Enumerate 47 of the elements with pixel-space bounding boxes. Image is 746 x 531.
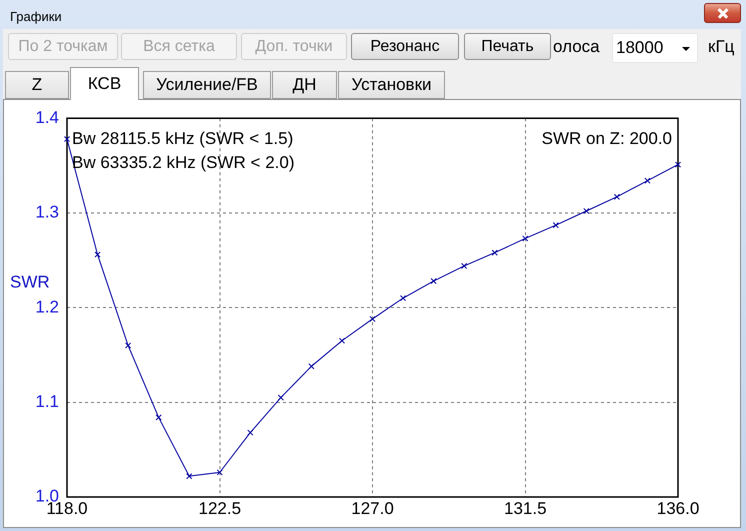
button: Резонанс: [351, 33, 459, 60]
chart-title: Графики: [10, 9, 62, 24]
point: [125, 342, 132, 349]
point: [156, 414, 162, 420]
point: [278, 394, 284, 401]
point: [430, 278, 437, 284]
point: [216, 469, 223, 476]
tab: ДН: [272, 71, 337, 99]
point: [94, 252, 101, 258]
text: олоса: [553, 36, 601, 58]
point: [369, 316, 376, 322]
point: [552, 222, 559, 228]
point: [247, 430, 254, 436]
x-tick-label: 136.0: [656, 498, 700, 518]
tab: Установки: [338, 71, 445, 99]
tab: КСВ: [70, 67, 139, 100]
tab: Z: [5, 71, 69, 99]
x-tick-label: 131.5: [504, 498, 547, 518]
x-tick-label: 122.5: [198, 498, 242, 518]
point: [338, 338, 345, 344]
annotation: SWR on Z: 200.0: [542, 128, 672, 148]
point: [492, 250, 498, 256]
point: [583, 208, 590, 214]
point: [461, 262, 468, 269]
point: [674, 162, 682, 168]
annotation: Bw 63335.2 kHz (SWR < 2.0): [72, 152, 295, 172]
point: [400, 295, 406, 302]
y-tick-label: 1.3: [35, 202, 59, 222]
dropdown-field: 18000: [612, 33, 698, 63]
y-tick-label: 1.1: [35, 392, 59, 411]
y-axis-title: SWR: [10, 272, 50, 292]
point: [522, 235, 528, 242]
button: Доп. точки: [241, 33, 347, 60]
y-tick-label: 1.2: [35, 297, 59, 316]
annotation: Bw 28115.5 kHz (SWR < 1.5): [72, 128, 294, 148]
point: [186, 473, 192, 480]
button: По 2 точкам: [8, 33, 118, 60]
button: Печать: [464, 33, 551, 60]
tab: Усиление/FB: [143, 71, 271, 99]
point: [64, 136, 70, 142]
point: [614, 194, 620, 200]
text: кГц: [708, 36, 736, 58]
button: Вся сетка: [121, 33, 237, 60]
x-tick-label: 127.0: [351, 498, 394, 518]
point: [308, 363, 314, 370]
point: [644, 178, 650, 184]
y-tick-label: 1.4: [35, 108, 59, 127]
